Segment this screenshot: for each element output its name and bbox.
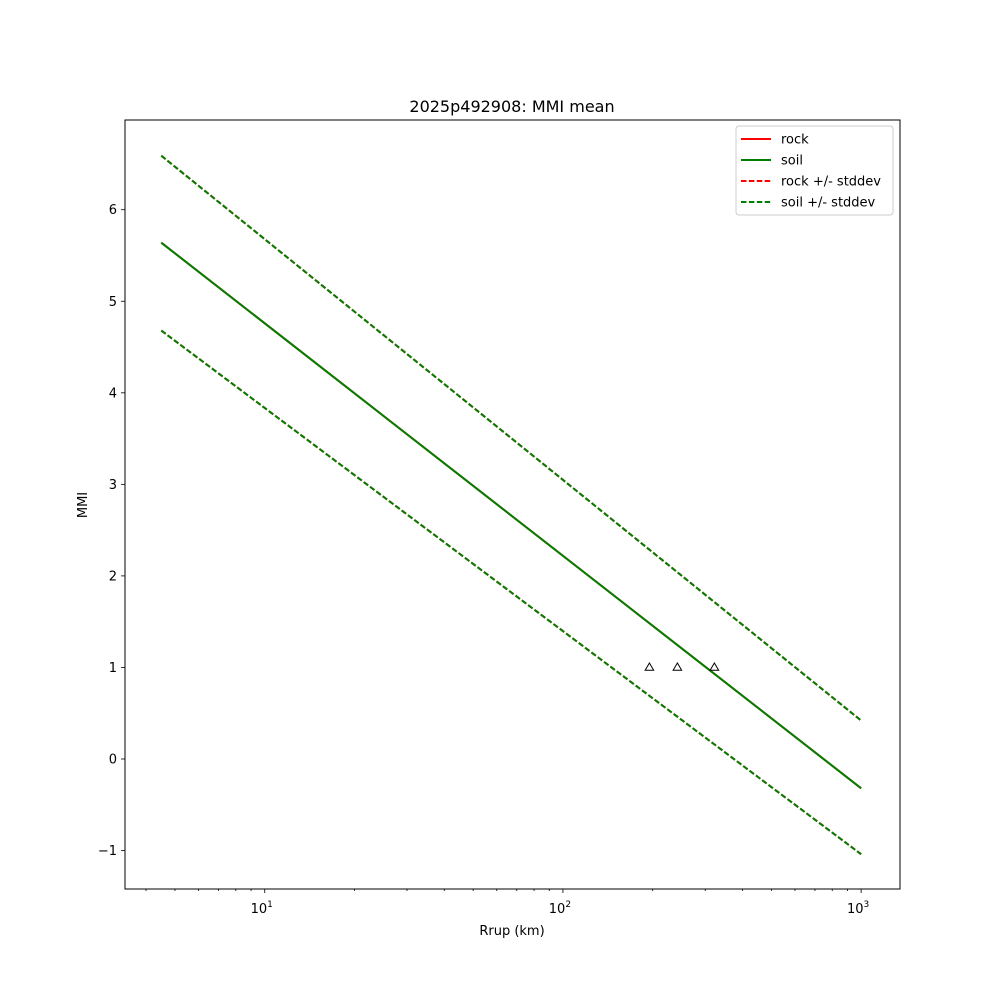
- plot-frame: [124, 119, 901, 890]
- y-tick-label: 3: [109, 478, 117, 493]
- legend: rock soil rock +/- stddev soil +/- stddev: [735, 125, 894, 216]
- y-tick-label: 1: [109, 661, 117, 676]
- x-tick-label: 103: [847, 900, 869, 917]
- plot-lines: [160, 154, 862, 856]
- series-line-soil-stddev-lower: [160, 329, 862, 856]
- y-tick-label: −1: [98, 844, 117, 859]
- series-line-soil: [160, 241, 862, 790]
- legend-label-rock-stddev: rock +/- stddev: [781, 175, 881, 190]
- x-tick-label: 102: [549, 900, 571, 917]
- y-tick-label: 2: [109, 569, 117, 584]
- x-axis-ticks: 101 102 103: [145, 889, 869, 917]
- legend-label-soil: soil: [781, 154, 803, 169]
- series-line-soil-stddev-upper: [160, 154, 862, 722]
- y-axis-label: MMI: [76, 492, 91, 518]
- chart-title: 2025p492908: MMI mean: [409, 97, 614, 116]
- legend-label-rock: rock: [781, 133, 809, 148]
- x-axis-label: Rrup (km): [479, 924, 544, 939]
- legend-box: [735, 125, 894, 216]
- y-tick-label: 5: [109, 295, 117, 310]
- data-point-marker: [672, 661, 683, 671]
- y-tick-label: 0: [109, 753, 117, 768]
- legend-label-soil-stddev: soil +/- stddev: [781, 196, 876, 211]
- y-axis-ticks: −1 0 1 2 3 4 5 6: [98, 203, 125, 859]
- y-tick-label: 4: [109, 386, 117, 401]
- x-tick-label: 101: [251, 900, 273, 917]
- plot-markers: [644, 661, 720, 671]
- data-point-marker: [644, 661, 655, 671]
- data-point-marker: [709, 661, 720, 671]
- y-tick-label: 6: [109, 203, 117, 218]
